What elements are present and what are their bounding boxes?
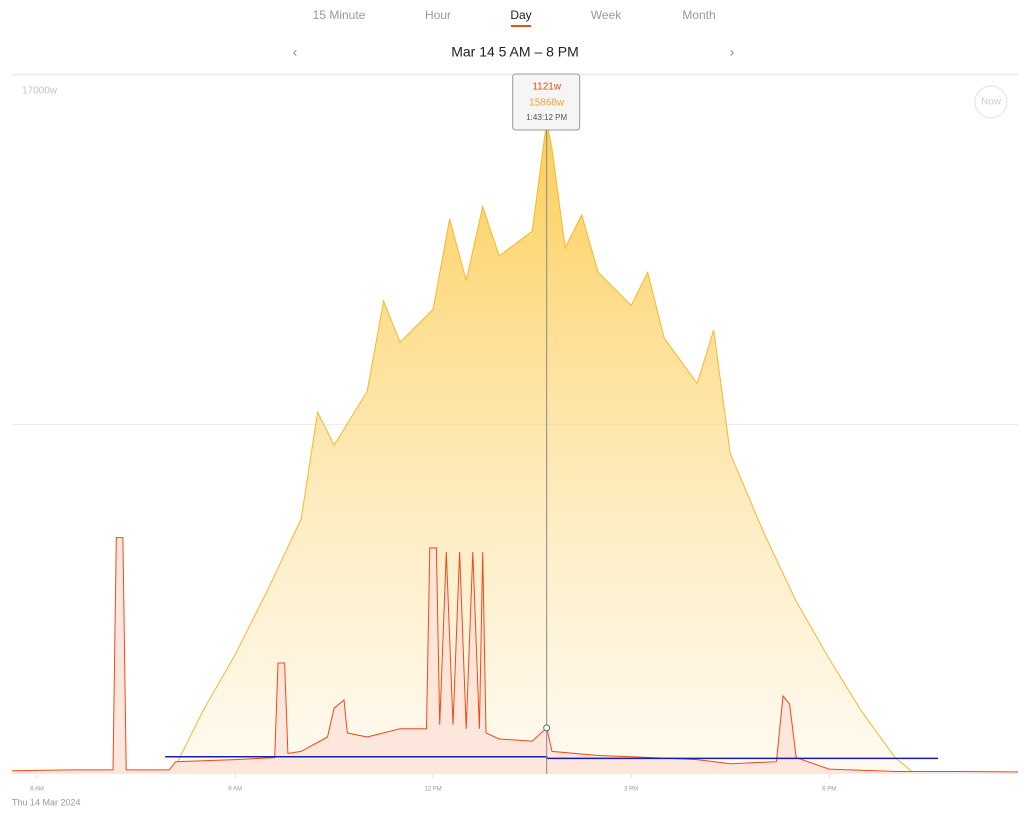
date-label: Thu 14 Mar 2024 — [12, 797, 81, 807]
series-line — [11, 537, 1019, 773]
series-area — [162, 121, 915, 774]
x-tick-label: 12 PM — [424, 787, 441, 793]
x-tick-label: 6 AM — [30, 787, 44, 793]
tab[interactable]: Hour — [425, 8, 451, 22]
x-tick-label: 6 PM — [822, 787, 836, 793]
now-label[interactable]: Now — [981, 97, 1002, 108]
tooltip-box — [512, 73, 581, 131]
tab[interactable]: Week — [591, 8, 622, 22]
tab-underline — [511, 25, 531, 27]
next-arrow[interactable]: › — [730, 44, 735, 60]
tooltip-point — [543, 724, 551, 732]
prev-arrow[interactable]: ‹ — [293, 44, 298, 60]
x-tick-label: 3 PM — [624, 787, 638, 793]
x-tick-label: 9 AM — [228, 787, 242, 793]
tab[interactable]: Month — [682, 8, 715, 22]
tooltip-time: 1:43:12 PM — [526, 113, 567, 122]
tooltip-value: 15868w — [529, 98, 565, 109]
series-line — [162, 121, 916, 775]
tab[interactable]: Day — [510, 8, 531, 22]
tooltip-value: 1121w — [532, 82, 562, 93]
y-tick-label: 17000w — [22, 86, 58, 97]
nav-title: Mar 14 5 AM – 8 PM — [451, 44, 579, 60]
now-button[interactable] — [974, 85, 1008, 119]
tab[interactable]: 15 Minute — [313, 8, 366, 22]
